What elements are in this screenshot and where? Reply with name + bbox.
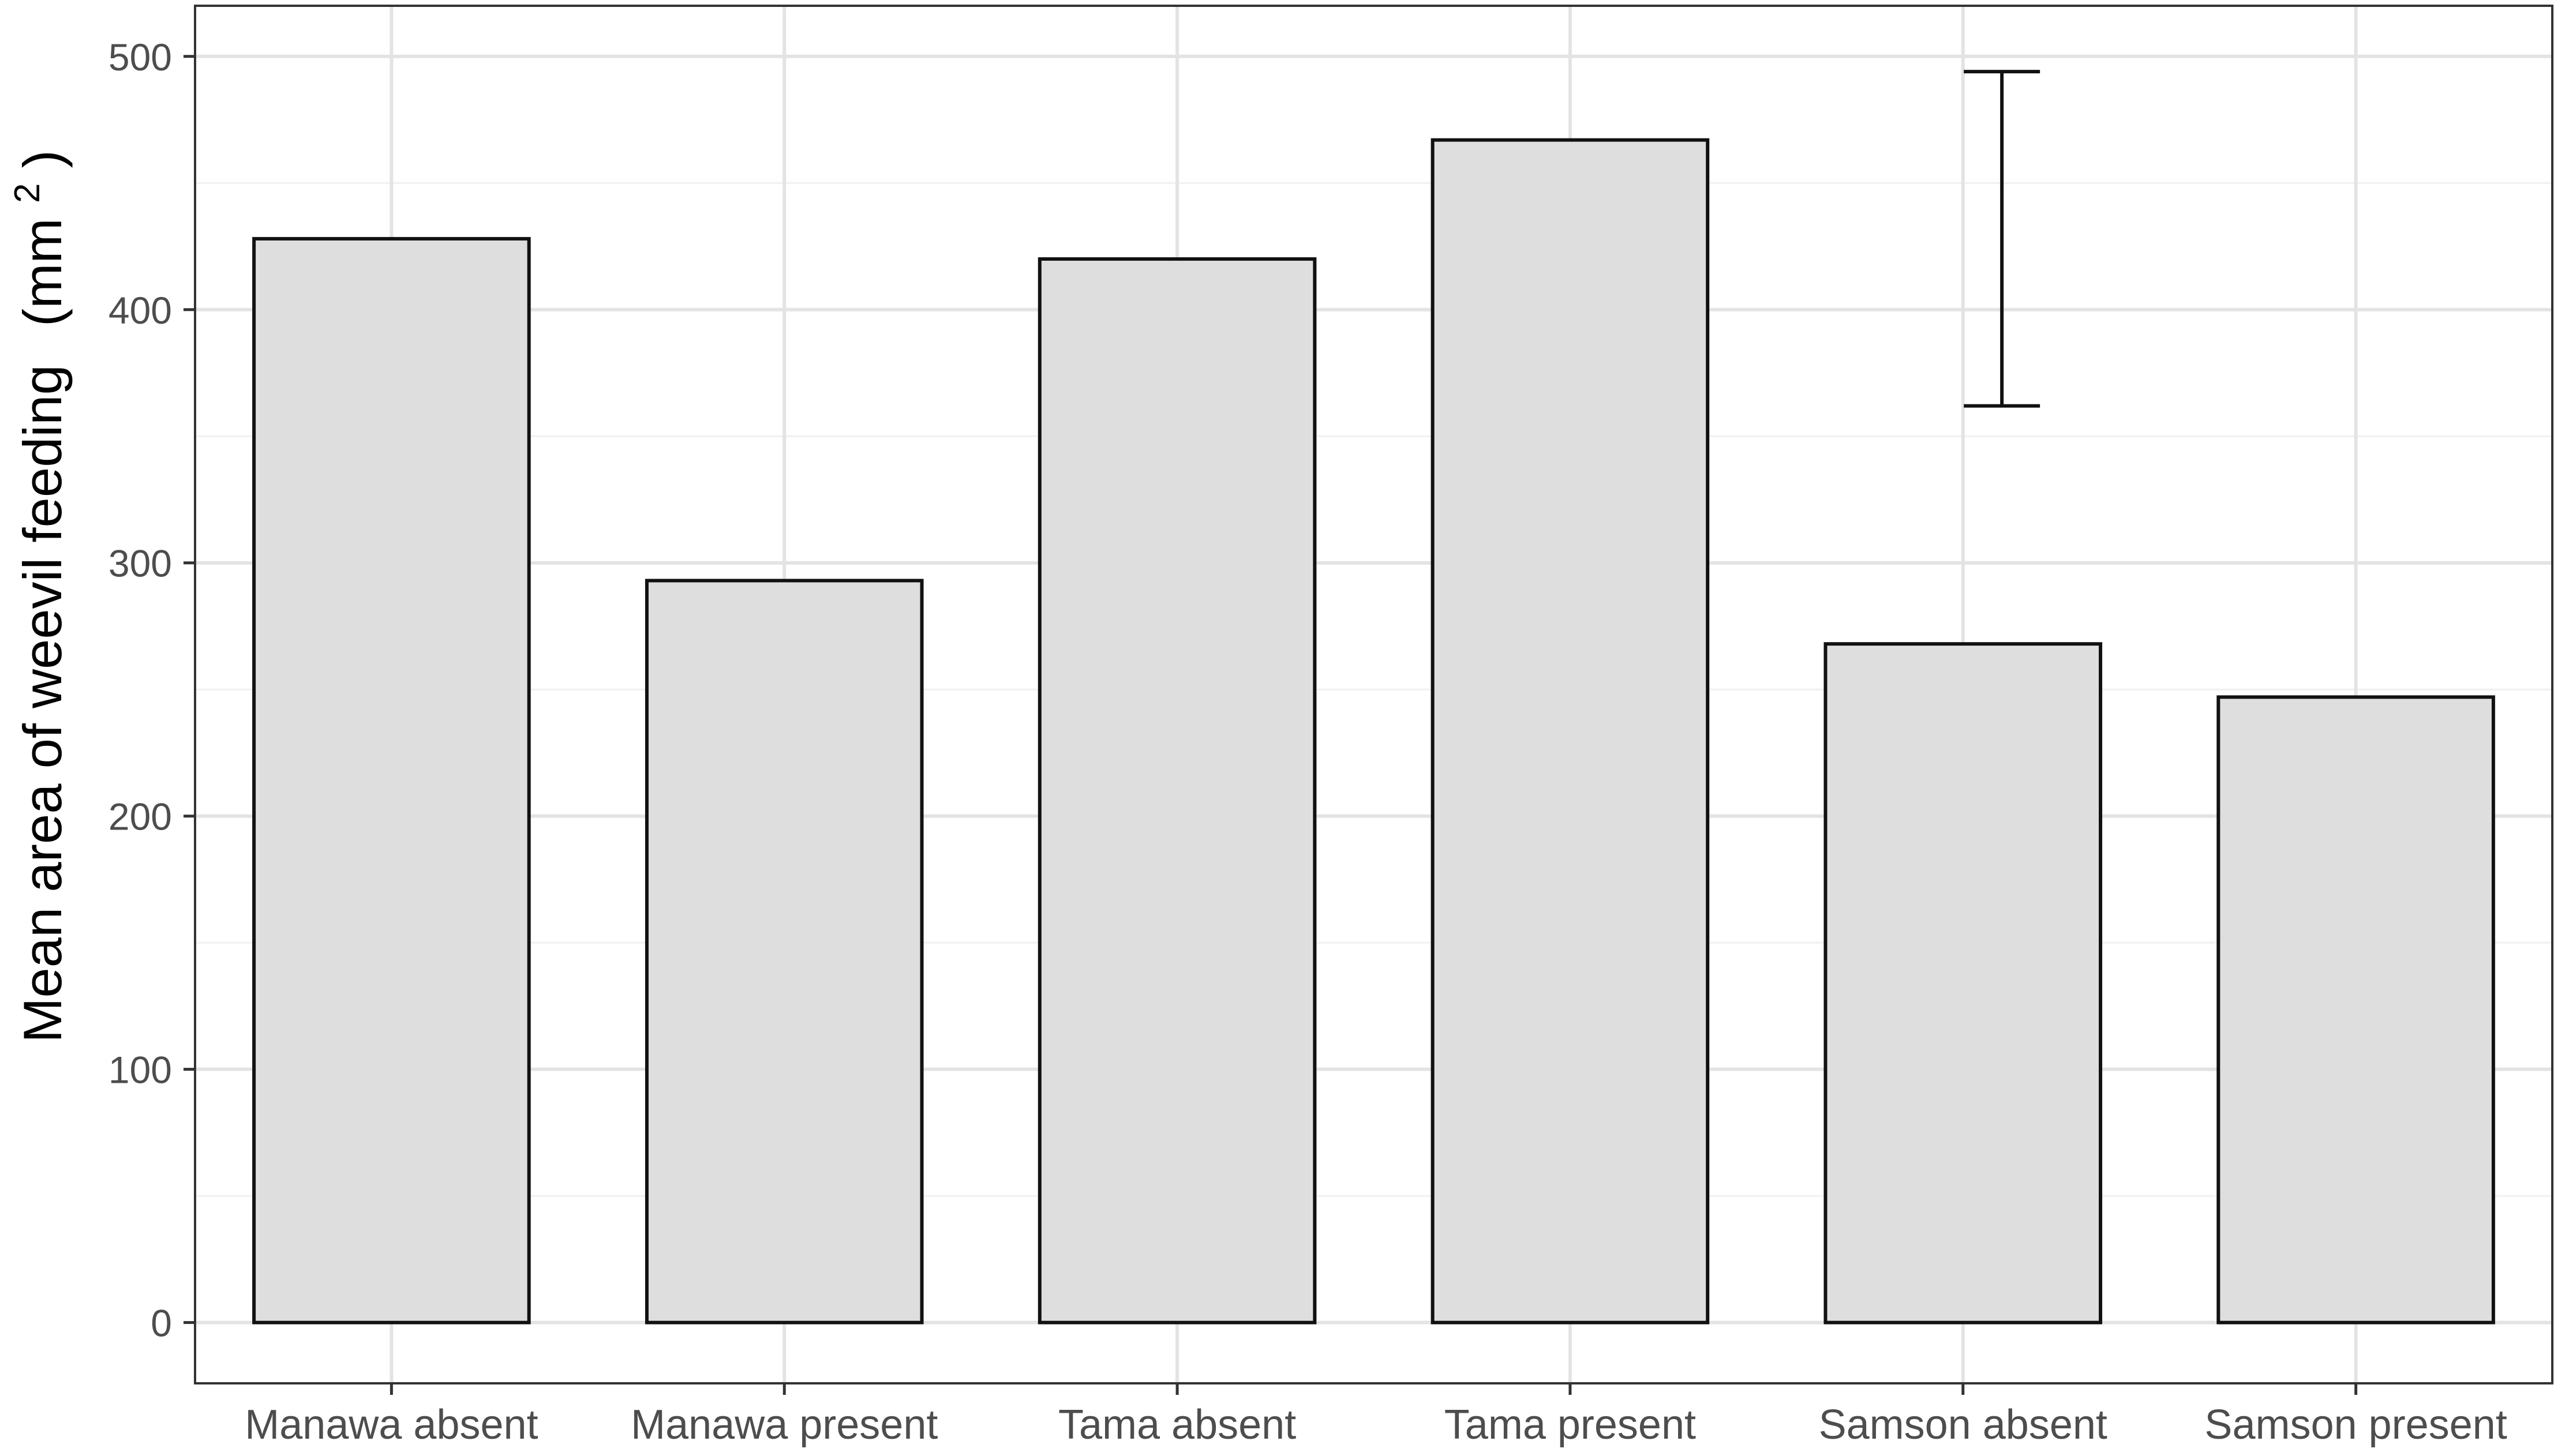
bar bbox=[2216, 695, 2495, 1324]
x-tick-label: Manawa present bbox=[631, 1402, 938, 1448]
y-axis-title-main: Mean area of weevil feeding bbox=[12, 365, 73, 1043]
y-tick-label: 200 bbox=[108, 795, 172, 838]
y-axis-title-unit: (mm bbox=[12, 218, 73, 327]
y-tick-label: 400 bbox=[108, 289, 172, 332]
x-tick-label: Samson absent bbox=[1819, 1402, 2107, 1448]
y-axis-title-unit-superscript: 2 bbox=[8, 183, 47, 203]
y-tick-label: 300 bbox=[108, 542, 172, 585]
bar bbox=[1823, 642, 2103, 1324]
bar bbox=[645, 579, 924, 1324]
x-tick-label: Samson present bbox=[2204, 1402, 2507, 1448]
y-tick-label: 500 bbox=[108, 36, 172, 78]
bar bbox=[1431, 138, 1710, 1324]
bars bbox=[252, 138, 2495, 1324]
x-tick-label: Tama present bbox=[1444, 1402, 1696, 1448]
y-tick-label: 0 bbox=[151, 1302, 172, 1345]
y-tick-label: 100 bbox=[108, 1049, 172, 1091]
x-tick-label: Tama absent bbox=[1058, 1402, 1296, 1448]
y-axis-title: Mean area of weevil feeding (mm 2 ) bbox=[0, 150, 73, 1043]
x-tick-label: Manawa absent bbox=[245, 1402, 538, 1448]
y-axis-title-unit-close: ) bbox=[12, 150, 73, 168]
bar bbox=[1038, 257, 1317, 1324]
error-bar bbox=[1964, 70, 2040, 408]
axes: 0 100 200 300 400 500 Manawa absent Manawa pres… bbox=[108, 36, 2507, 1448]
bar bbox=[252, 237, 531, 1324]
panel-border bbox=[194, 5, 2553, 1384]
